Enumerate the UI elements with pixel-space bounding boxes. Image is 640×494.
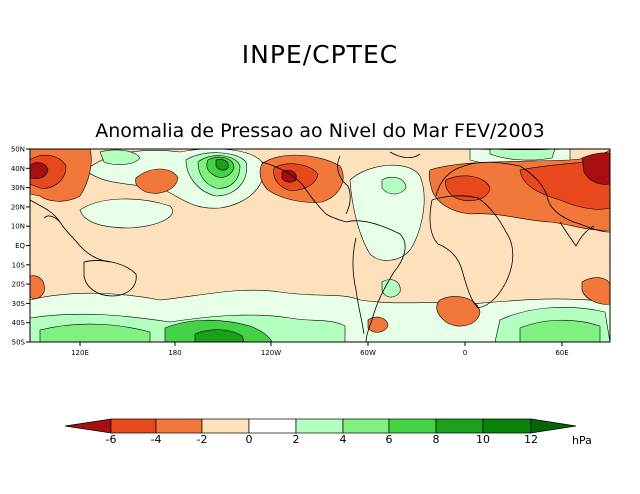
anomaly-field bbox=[30, 149, 610, 342]
anomaly-region-neg-south-atlantic bbox=[436, 296, 481, 327]
colorbar-segment bbox=[201, 418, 250, 434]
anomaly-region-neg-asia-max bbox=[30, 162, 49, 180]
colorbar-segment bbox=[155, 418, 203, 434]
colorbar-tick-label: 12 bbox=[524, 433, 538, 446]
lon-axis: 120E 180 120W 60W 0 60E bbox=[71, 342, 569, 357]
lon-label: 60E bbox=[555, 349, 568, 357]
anomaly-region-pos-atlantic-core bbox=[381, 176, 407, 195]
coastline-asia bbox=[30, 199, 111, 263]
colorbar-segment bbox=[295, 418, 344, 434]
coastlines bbox=[30, 151, 610, 342]
lat-label: 40S bbox=[12, 319, 26, 327]
colorbar-tick-label: 8 bbox=[433, 433, 440, 446]
lat-label: 30N bbox=[11, 184, 25, 192]
anomaly-region-neg-south-chile bbox=[367, 316, 389, 333]
coastline-south-america bbox=[345, 220, 406, 342]
anomaly-region-pos-west-pacific bbox=[79, 198, 173, 229]
coastline-north-america bbox=[261, 155, 351, 223]
anomaly-region-neg-central-pacific bbox=[135, 168, 179, 194]
anomaly-region-neg-south-west bbox=[30, 275, 45, 299]
lon-label: 120E bbox=[71, 349, 89, 357]
coastline-europe bbox=[435, 161, 610, 233]
lon-label: 120W bbox=[261, 349, 281, 357]
anomaly-region-neg-europe-west bbox=[445, 175, 491, 201]
lat-label: 50N bbox=[11, 146, 25, 154]
colorbar-arrow-right bbox=[530, 418, 577, 434]
lat-label: 10N bbox=[11, 223, 25, 231]
lat-label: 20S bbox=[12, 281, 26, 289]
lat-label: 10S bbox=[12, 261, 26, 269]
colorbar-segment bbox=[342, 418, 390, 434]
anomaly-region-south-indian-strong bbox=[519, 319, 601, 342]
lat-label: 30S bbox=[12, 300, 26, 308]
lat-label: 50S bbox=[12, 339, 26, 347]
anomaly-region-neg-europe-max bbox=[581, 152, 610, 185]
lat-label: 20N bbox=[11, 203, 25, 211]
anomaly-region-pos-north-atlantic-mid bbox=[489, 149, 556, 161]
anomaly-region-south-pacific-core bbox=[194, 329, 245, 342]
colorbar-segment bbox=[435, 418, 484, 434]
colorbar-unit: hPa bbox=[572, 434, 592, 447]
anomaly-region-south-strong bbox=[39, 323, 151, 342]
anomaly-region-pos-north-east-pacific bbox=[99, 149, 141, 165]
colorbar-segment bbox=[482, 418, 532, 434]
colorbar-tick-label: -2 bbox=[197, 433, 208, 446]
colorbar-tick-label: 4 bbox=[340, 433, 347, 446]
anomaly-region-neg-north-america-max bbox=[281, 170, 297, 183]
lat-label: 40N bbox=[11, 165, 25, 173]
lat-label: EQ bbox=[15, 242, 25, 250]
anomaly-region-neg-south-east bbox=[581, 277, 610, 305]
colorbar-segment bbox=[248, 418, 297, 434]
colorbar-segment bbox=[388, 418, 437, 434]
lon-label: 180 bbox=[168, 349, 181, 357]
lon-label: 60W bbox=[360, 349, 376, 357]
colorbar-tick-label: 2 bbox=[293, 433, 300, 446]
colorbar-tick-label: -4 bbox=[151, 433, 162, 446]
lat-axis: 50N 40N 30N 20N 10N EQ 10S 20S 30S 40S 5… bbox=[11, 146, 30, 347]
colorbar-tick-label: 0 bbox=[246, 433, 253, 446]
lon-label: 0 bbox=[463, 349, 467, 357]
organization-title: INPE/CPTEC bbox=[241, 40, 399, 69]
anomaly-region-pos-north-pacific-max bbox=[215, 159, 229, 171]
colorbar: -6 -4 -2 0 2 4 6 8 10 12 hPa bbox=[64, 418, 592, 447]
colorbar-tick-label: 10 bbox=[476, 433, 490, 446]
colorbar-segment bbox=[110, 418, 157, 434]
coastline-greenland bbox=[389, 151, 421, 158]
coastline-africa bbox=[429, 195, 514, 309]
colorbar-arrow-left bbox=[64, 418, 112, 434]
map-title: Anomalia de Pressao ao Nivel do Mar FEV/… bbox=[95, 120, 545, 142]
coastline-india bbox=[559, 221, 595, 247]
colorbar-tick-label: 6 bbox=[386, 433, 393, 446]
colorbar-tick-label: -6 bbox=[106, 433, 117, 446]
coastline-australia bbox=[83, 260, 137, 297]
